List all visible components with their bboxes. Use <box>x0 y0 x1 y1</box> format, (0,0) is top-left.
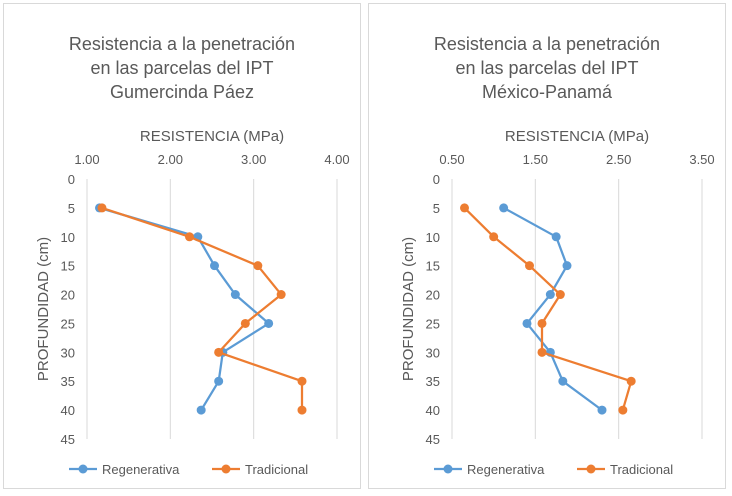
y-tick-label: 25 <box>61 316 75 331</box>
data-point-regenerativa <box>562 261 572 271</box>
y-tick-label: 40 <box>426 403 440 418</box>
y-tick-label: 25 <box>426 316 440 331</box>
legend-marker-regenerativa <box>443 464 453 474</box>
data-point-tradicional <box>460 203 469 213</box>
x-tick-label: 3.50 <box>689 152 714 167</box>
chart-title-line-2: en las parcelas del IPT <box>90 58 273 78</box>
data-point-regenerativa <box>499 203 509 213</box>
chart-title-line-3: Gumercinda Páez <box>110 82 254 102</box>
y-tick-label: 15 <box>426 259 440 274</box>
y-tick-label: 20 <box>426 288 440 303</box>
x-axis-title: RESISTENCIA (MPa) <box>140 128 284 145</box>
x-tick-label: 3.00 <box>241 152 266 167</box>
y-tick-label: 10 <box>61 230 75 245</box>
chart-title-line-1: Resistencia a la penetración <box>434 34 660 54</box>
series-line-regenerativa <box>503 206 603 412</box>
x-tick-label: 1.50 <box>523 152 548 167</box>
data-point-regenerativa <box>522 318 532 328</box>
y-tick-label: 5 <box>68 201 75 216</box>
x-tick-label: 0.50 <box>439 152 464 167</box>
legend-label-regenerativa: Regenerativa <box>467 462 545 477</box>
chart-title-line-2: en las parcelas del IPT <box>455 58 638 78</box>
y-axis-title: PROFUNDIDAD (cm) <box>35 237 52 381</box>
chart-svg-mexico-panama: Resistencia a la penetración en las parce… <box>400 34 715 477</box>
legend-marker-tradicional <box>221 464 231 474</box>
y-tick-label: 40 <box>61 403 75 418</box>
data-point-tradicional <box>537 347 547 357</box>
chart-title-line-1: Resistencia a la penetración <box>69 34 295 54</box>
chart-panel-mexico-panama: Resistencia a la penetración en las parce… <box>368 3 726 489</box>
data-point-tradicional <box>297 405 307 415</box>
chart-panel-gumercinda: Resistencia a la penetración en las parce… <box>3 3 361 489</box>
data-point-regenerativa <box>230 290 240 300</box>
y-tick-label: 15 <box>61 259 75 274</box>
data-point-tradicional <box>276 290 286 300</box>
y-tick-label: 45 <box>61 432 75 447</box>
data-point-tradicional <box>489 232 499 242</box>
data-point-tradicional <box>618 405 628 415</box>
data-point-tradicional <box>185 232 194 242</box>
y-tick-label: 20 <box>61 288 75 303</box>
x-tick-label: 2.00 <box>158 152 183 167</box>
data-point-regenerativa <box>558 376 568 386</box>
data-point-regenerativa <box>210 261 219 271</box>
data-point-tradicional <box>240 318 250 328</box>
y-tick-label: 10 <box>426 230 440 245</box>
y-tick-label: 35 <box>61 374 75 389</box>
y-tick-label: 30 <box>426 345 440 360</box>
data-point-tradicional <box>253 261 263 271</box>
x-axis-title: RESISTENCIA (MPa) <box>505 128 649 145</box>
data-point-tradicional <box>555 290 565 300</box>
data-point-tradicional <box>626 376 636 386</box>
data-point-regenerativa <box>214 376 224 386</box>
chart-title-line-3: México-Panamá <box>482 82 613 102</box>
x-tick-label: 1.00 <box>74 152 99 167</box>
legend-label-tradicional: Tradicional <box>610 462 673 477</box>
data-point-tradicional <box>214 347 224 357</box>
y-axis-title: PROFUNDIDAD (cm) <box>400 237 417 381</box>
data-point-regenerativa <box>551 232 561 242</box>
data-point-regenerativa <box>264 318 274 328</box>
data-point-regenerativa <box>196 405 206 415</box>
series-line-regenerativa <box>99 206 270 411</box>
chart-svg-gumercinda: Resistencia a la penetración en las parce… <box>35 34 350 477</box>
y-tick-label: 0 <box>433 172 440 187</box>
series-line-tradicional <box>101 206 304 411</box>
y-tick-label: 5 <box>433 201 440 216</box>
y-tick-label: 45 <box>426 432 440 447</box>
y-tick-label: 0 <box>68 172 75 187</box>
data-point-tradicional <box>537 318 547 328</box>
y-tick-label: 35 <box>426 374 440 389</box>
series-line-tradicional <box>463 207 633 411</box>
legend-marker-tradicional <box>586 464 596 474</box>
data-point-regenerativa <box>597 405 607 415</box>
legend-marker-regenerativa <box>78 464 88 474</box>
y-tick-label: 30 <box>61 345 75 360</box>
data-point-tradicional <box>525 261 534 271</box>
x-tick-label: 2.50 <box>606 152 631 167</box>
data-point-tradicional <box>297 376 307 386</box>
legend-label-regenerativa: Regenerativa <box>102 462 180 477</box>
data-point-tradicional <box>97 203 107 213</box>
legend-label-tradicional: Tradicional <box>245 462 308 477</box>
data-point-regenerativa <box>545 290 555 300</box>
x-tick-label: 4.00 <box>324 152 349 167</box>
